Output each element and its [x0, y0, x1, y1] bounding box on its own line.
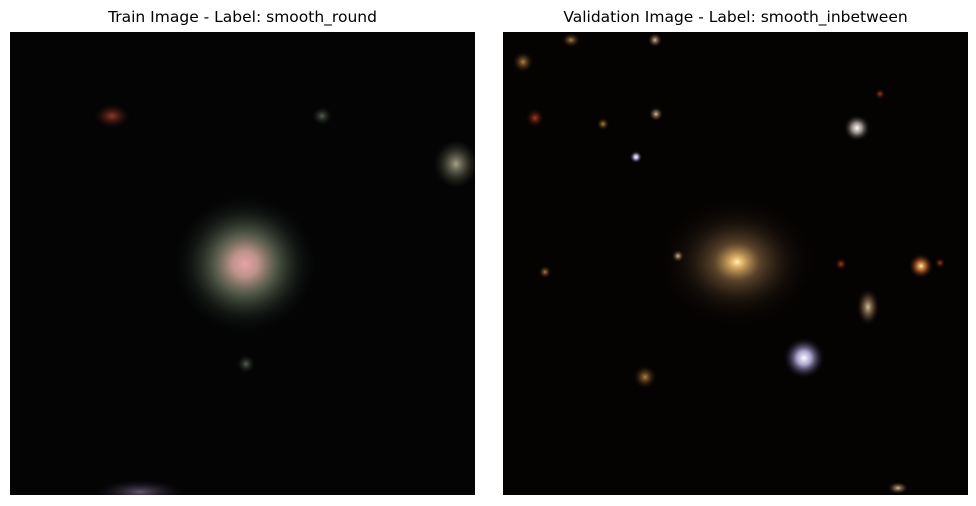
train-image-title: Train Image - Label: smooth_round	[108, 8, 377, 26]
validation-galaxy-image	[503, 32, 968, 495]
train-yellow-star	[434, 140, 475, 188]
validation-white-star	[844, 115, 870, 141]
validation-small-star-2	[648, 33, 662, 47]
validation-red-star-1	[835, 258, 847, 270]
validation-galaxy	[659, 198, 815, 326]
train-galaxy-image	[10, 32, 475, 495]
validation-blue-star	[784, 338, 824, 378]
validation-faint-star-3	[526, 109, 544, 127]
validation-amber-star-2	[513, 52, 533, 72]
validation-tan-galaxy	[857, 289, 879, 325]
validation-image-title: Validation Image - Label: smooth_inbetwe…	[563, 8, 908, 26]
validation-faint-star-4	[672, 250, 684, 262]
train-faint-star	[237, 355, 255, 373]
validation-small-star-1	[649, 107, 663, 121]
validation-red-star-3	[875, 89, 885, 99]
train-dim-star	[312, 107, 332, 125]
train-purple-source	[96, 480, 184, 495]
validation-small-star-3	[630, 151, 642, 163]
validation-amber-star-1	[634, 366, 656, 388]
validation-faint-star-1	[539, 266, 551, 278]
validation-amber-star-3	[562, 33, 580, 47]
validation-faint-star-2	[597, 118, 609, 130]
validation-orange-star	[909, 254, 933, 278]
train-galaxy	[173, 194, 317, 334]
validation-faint-star-5	[888, 482, 908, 494]
validation-red-star-2	[935, 258, 945, 268]
train-red-star	[94, 104, 130, 128]
